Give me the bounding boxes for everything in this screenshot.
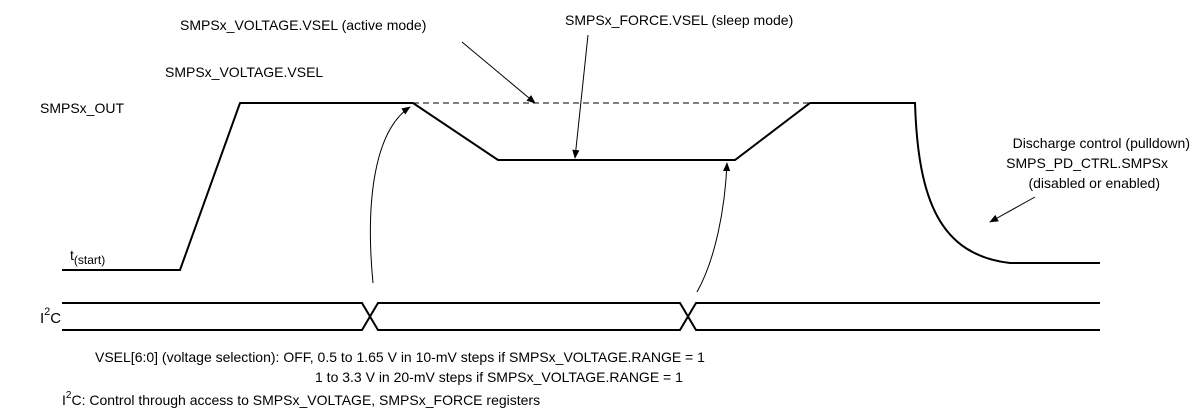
label: SMPSx_FORCE.VSEL (sleep mode) <box>565 12 793 28</box>
label: SMPSx_OUT <box>40 100 124 116</box>
arrow <box>696 162 731 293</box>
smps-out-waveform <box>62 102 1100 271</box>
note: I2C: Control through access to SMPSx_VOL… <box>62 390 540 408</box>
label: I2C <box>40 306 61 327</box>
label: SMPS_PD_CTRL.SMPSx <box>1006 155 1168 171</box>
label: t(start) <box>70 247 105 267</box>
label: Discharge control (pulldown) <box>1013 135 1190 151</box>
arrow <box>369 106 411 284</box>
label: SMPSx_VOLTAGE.VSEL <box>165 64 323 80</box>
arrow <box>461 41 536 104</box>
label: SMPSx_VOLTAGE.VSEL (active mode) <box>180 17 426 33</box>
note: 1 to 3.3 V in 20-mV steps if SMPSx_VOLTA… <box>315 369 683 385</box>
arrow <box>572 34 589 159</box>
label: (disabled or enabled) <box>1028 175 1160 191</box>
arrow <box>989 196 1036 223</box>
note: VSEL[6:0] (voltage selection): OFF, 0.5 … <box>95 349 705 365</box>
i2c-bus-bottom <box>62 302 1100 331</box>
i2c-bus-top <box>62 302 1100 331</box>
